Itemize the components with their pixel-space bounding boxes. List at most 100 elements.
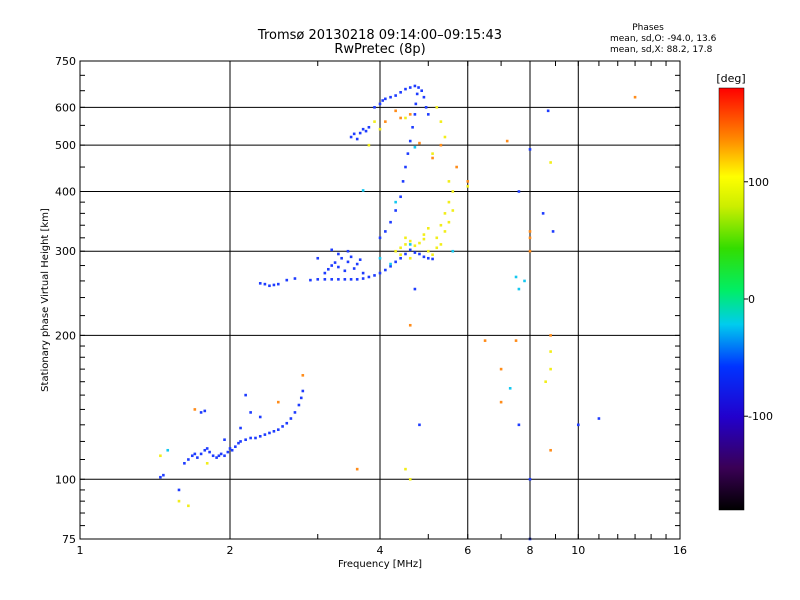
data-point bbox=[367, 275, 371, 279]
data-point bbox=[394, 249, 397, 253]
data-point bbox=[226, 450, 230, 454]
data-point bbox=[447, 220, 451, 224]
y-tick-label: 200 bbox=[55, 329, 76, 342]
data-point bbox=[272, 283, 276, 287]
data-point bbox=[162, 473, 165, 477]
data-point bbox=[451, 190, 455, 193]
data-point bbox=[549, 161, 552, 164]
phase-stats-o: mean, sd,O: -94.0, 13.6 bbox=[610, 34, 717, 44]
data-point bbox=[435, 106, 439, 109]
data-point bbox=[413, 251, 417, 254]
data-point bbox=[418, 141, 421, 145]
x-tick-label: 1 bbox=[77, 544, 84, 557]
data-point bbox=[196, 456, 199, 459]
data-point bbox=[451, 249, 455, 253]
y-tick-label: 400 bbox=[55, 185, 76, 198]
data-point bbox=[349, 135, 353, 139]
data-point bbox=[234, 445, 237, 448]
data-point bbox=[549, 350, 552, 353]
data-point bbox=[633, 95, 637, 99]
colorbar-tick-label: 0 bbox=[748, 293, 755, 306]
data-point bbox=[346, 249, 350, 253]
y-axis-label: Stationary phase Virtual Height [km] bbox=[40, 208, 51, 392]
data-point bbox=[223, 438, 226, 442]
phase-stats-heading: Phases bbox=[632, 23, 664, 33]
data-point bbox=[205, 462, 209, 465]
y-axis-ticks: 75 100 200 300 400 500 600 750 bbox=[55, 55, 680, 546]
data-point bbox=[203, 448, 207, 452]
data-point bbox=[435, 236, 439, 240]
data-point bbox=[466, 185, 470, 188]
data-point bbox=[431, 253, 434, 257]
data-point bbox=[316, 256, 320, 260]
data-point bbox=[239, 426, 242, 430]
data-point bbox=[323, 271, 327, 275]
data-point bbox=[343, 278, 347, 281]
data-point bbox=[414, 102, 418, 106]
data-point bbox=[399, 246, 402, 250]
data-point bbox=[420, 89, 423, 93]
y-tick-label: 300 bbox=[55, 245, 76, 258]
data-point bbox=[408, 323, 412, 327]
data-point bbox=[367, 143, 371, 147]
data-point bbox=[401, 180, 405, 183]
data-point bbox=[483, 339, 487, 342]
data-point bbox=[546, 109, 550, 113]
data-point bbox=[394, 109, 397, 113]
data-point bbox=[514, 339, 518, 342]
data-point bbox=[439, 243, 443, 246]
data-point bbox=[378, 256, 382, 260]
data-point bbox=[408, 477, 412, 481]
data-point bbox=[576, 423, 580, 427]
data-point bbox=[373, 274, 376, 277]
data-point bbox=[408, 113, 412, 116]
data-point bbox=[378, 127, 382, 131]
x-axis-label: Frequency [MHz] bbox=[338, 559, 422, 570]
data-point bbox=[394, 260, 397, 264]
data-point bbox=[199, 452, 203, 456]
colorbar-tick-label: -100 bbox=[748, 410, 773, 423]
data-point bbox=[443, 135, 447, 139]
data-point bbox=[597, 417, 601, 420]
data-point bbox=[358, 258, 362, 261]
data-point bbox=[549, 334, 552, 337]
data-point bbox=[254, 436, 257, 440]
data-point bbox=[346, 260, 350, 264]
data-point bbox=[408, 239, 412, 243]
data-point bbox=[244, 393, 247, 397]
data-point bbox=[343, 269, 347, 273]
data-point bbox=[399, 91, 402, 94]
data-point bbox=[293, 411, 297, 414]
data-point bbox=[349, 278, 353, 281]
data-point bbox=[193, 452, 197, 456]
data-point bbox=[422, 95, 426, 99]
data-point bbox=[193, 408, 197, 411]
data-point bbox=[249, 411, 252, 414]
data-point bbox=[177, 488, 181, 492]
data-point bbox=[549, 367, 552, 371]
data-point bbox=[309, 278, 312, 282]
data-point bbox=[413, 84, 417, 88]
data-point bbox=[378, 236, 382, 240]
data-point bbox=[361, 127, 365, 131]
data-point bbox=[301, 389, 305, 393]
data-point bbox=[447, 200, 451, 204]
data-point bbox=[381, 99, 384, 102]
y-tick-label: 500 bbox=[55, 139, 76, 152]
data-point bbox=[239, 440, 242, 443]
y-tick-label: 100 bbox=[55, 473, 76, 486]
data-point bbox=[330, 278, 334, 281]
data-point bbox=[439, 143, 443, 147]
data-point bbox=[413, 113, 417, 116]
data-point bbox=[389, 220, 392, 224]
chart-title: Tromsø 20130218 09:14:00–09:15:43 bbox=[257, 28, 502, 43]
data-point bbox=[340, 256, 343, 260]
data-point bbox=[426, 249, 430, 253]
data-point bbox=[190, 454, 194, 458]
data-point bbox=[431, 156, 434, 160]
data-point bbox=[394, 200, 397, 204]
data-point bbox=[205, 447, 209, 450]
data-point bbox=[528, 477, 532, 481]
data-point bbox=[415, 92, 419, 96]
data-point bbox=[301, 374, 305, 377]
